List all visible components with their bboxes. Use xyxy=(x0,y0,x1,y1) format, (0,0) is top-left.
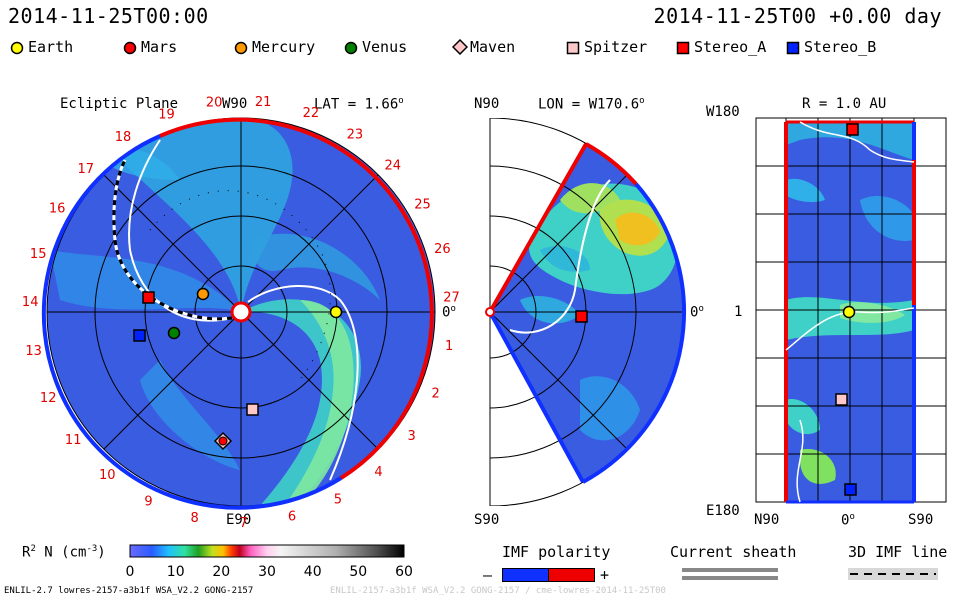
mercury-marker-icon xyxy=(234,41,248,55)
stereo-a-marker-icon xyxy=(676,41,690,55)
earth-marker-icon xyxy=(10,41,24,55)
colorbar-tick-label: 0 xyxy=(126,564,135,580)
radial-title: R = 1.0 AU xyxy=(802,96,887,112)
mercury-ecliptic-icon xyxy=(196,287,210,301)
stereo-a-ecliptic-icon xyxy=(142,291,155,304)
imf-line-title: 3D IMF line xyxy=(848,543,948,561)
carrington-label: 23 xyxy=(347,127,364,142)
carrington-label: 9 xyxy=(144,495,152,510)
carrington-label: 8 xyxy=(191,511,199,526)
imf-line-swatch xyxy=(848,568,938,580)
mars-marker-icon xyxy=(123,41,137,55)
current-sheath-swatch-top xyxy=(682,568,778,572)
carrington-label: 25 xyxy=(414,197,431,212)
carrington-label: 3 xyxy=(408,429,416,444)
carrington-label: 19 xyxy=(158,108,175,123)
radial-bottom-left: E180 xyxy=(706,503,740,519)
colorbar-tick-label: 50 xyxy=(349,564,367,580)
carrington-label: 21 xyxy=(255,95,272,110)
colorbar-label: R2 N (cm-3) xyxy=(22,544,106,561)
stereo-b-ecliptic-icon xyxy=(133,329,146,342)
ecliptic-bottom-label: E90 xyxy=(226,512,252,528)
spitzer-radial-icon xyxy=(835,393,848,406)
carrington-label: 4 xyxy=(374,465,382,480)
carrington-label: 12 xyxy=(40,391,57,406)
meridional-bottom-label: S90 xyxy=(474,512,500,528)
spitzer-ecliptic-icon xyxy=(246,403,259,416)
venus-marker-icon xyxy=(344,41,358,55)
stereo-b-radial-icon xyxy=(844,483,857,496)
carrington-label: 20 xyxy=(206,96,223,111)
radial-bottom-zero: 0o xyxy=(841,512,855,529)
stereo-b-marker-icon xyxy=(786,41,800,55)
date-left: 2014-11-25T00:00 xyxy=(8,4,209,28)
carrington-label: 1 xyxy=(445,339,453,354)
colorbar-tick-label: 40 xyxy=(304,564,322,580)
ecliptic-right-label: 0o xyxy=(442,304,456,321)
carrington-label: 11 xyxy=(65,433,82,448)
maven-marker-icon xyxy=(452,39,468,55)
carrington-label: 15 xyxy=(30,247,47,262)
radial-mid-left: 1 xyxy=(734,304,743,320)
radial-bottom-s90: S90 xyxy=(908,512,934,528)
stereo-a-radial-icon xyxy=(846,123,859,136)
spitzer-marker-icon xyxy=(566,41,580,55)
carrington-label: 26 xyxy=(434,242,451,257)
colorbar-tick-label: 10 xyxy=(167,564,185,580)
date-right: 2014-11-25T00 +0.00 day xyxy=(653,4,942,28)
meridional-top-label: N90 xyxy=(474,96,500,112)
carrington-label: 10 xyxy=(99,468,116,483)
carrington-label: 7 xyxy=(239,516,247,531)
ecliptic-top-label: W90 xyxy=(222,96,248,112)
earth-ecliptic-icon xyxy=(329,305,343,319)
carrington-label: 24 xyxy=(385,158,402,173)
imf-polarity-plus: + xyxy=(600,566,610,584)
carrington-label: 18 xyxy=(115,130,132,145)
carrington-label: 2 xyxy=(432,386,440,401)
mars-ecliptic-icon xyxy=(218,436,228,446)
colorbar-tick-label: 60 xyxy=(395,564,413,580)
colorbar-tick-label: 30 xyxy=(258,564,276,580)
imf-polarity-title: IMF polarity xyxy=(502,543,611,561)
ecliptic-edge-red xyxy=(159,117,434,480)
imf-polarity-minus: – xyxy=(483,566,493,584)
carrington-label: 14 xyxy=(22,295,39,310)
current-sheath-title: Current sheath xyxy=(670,543,797,561)
carrington-label: 17 xyxy=(78,162,95,177)
radial-bottom-n90: N90 xyxy=(754,512,780,528)
carrington-label: 13 xyxy=(25,344,42,359)
meridional-lon-label: LON = W170.6o xyxy=(538,96,645,113)
imf-polarity-negative-swatch xyxy=(502,568,550,582)
footer-right: ENLIL-2157-a3b1f WSA_V2.2 GONG-2157 / cm… xyxy=(330,586,666,596)
ecliptic-title: Ecliptic Plane xyxy=(60,96,179,112)
stereo-a-meridional-icon xyxy=(575,310,588,323)
carrington-label: 22 xyxy=(303,106,320,121)
current-sheath-swatch-bottom xyxy=(682,576,778,580)
carrington-label: 6 xyxy=(288,510,296,525)
carrington-label: 27 xyxy=(443,290,460,305)
carrington-label: 5 xyxy=(334,492,342,507)
ecliptic-edge-blue xyxy=(41,134,343,510)
colorbar-tick-label: 20 xyxy=(212,564,230,580)
venus-ecliptic-icon xyxy=(167,326,181,340)
meridional-right-label: 0o xyxy=(690,304,704,321)
footer-left: ENLIL-2.7 lowres-2157-a3b1f WSA_V2.2 GON… xyxy=(4,586,254,596)
ecliptic-lat-label: LAT = 1.66o xyxy=(314,96,404,113)
imf-polarity-positive-swatch xyxy=(548,568,595,582)
carrington-label: 16 xyxy=(49,202,66,217)
earth-radial-icon xyxy=(842,305,856,319)
radial-top-left: W180 xyxy=(706,104,740,120)
sun-icon xyxy=(230,301,252,323)
